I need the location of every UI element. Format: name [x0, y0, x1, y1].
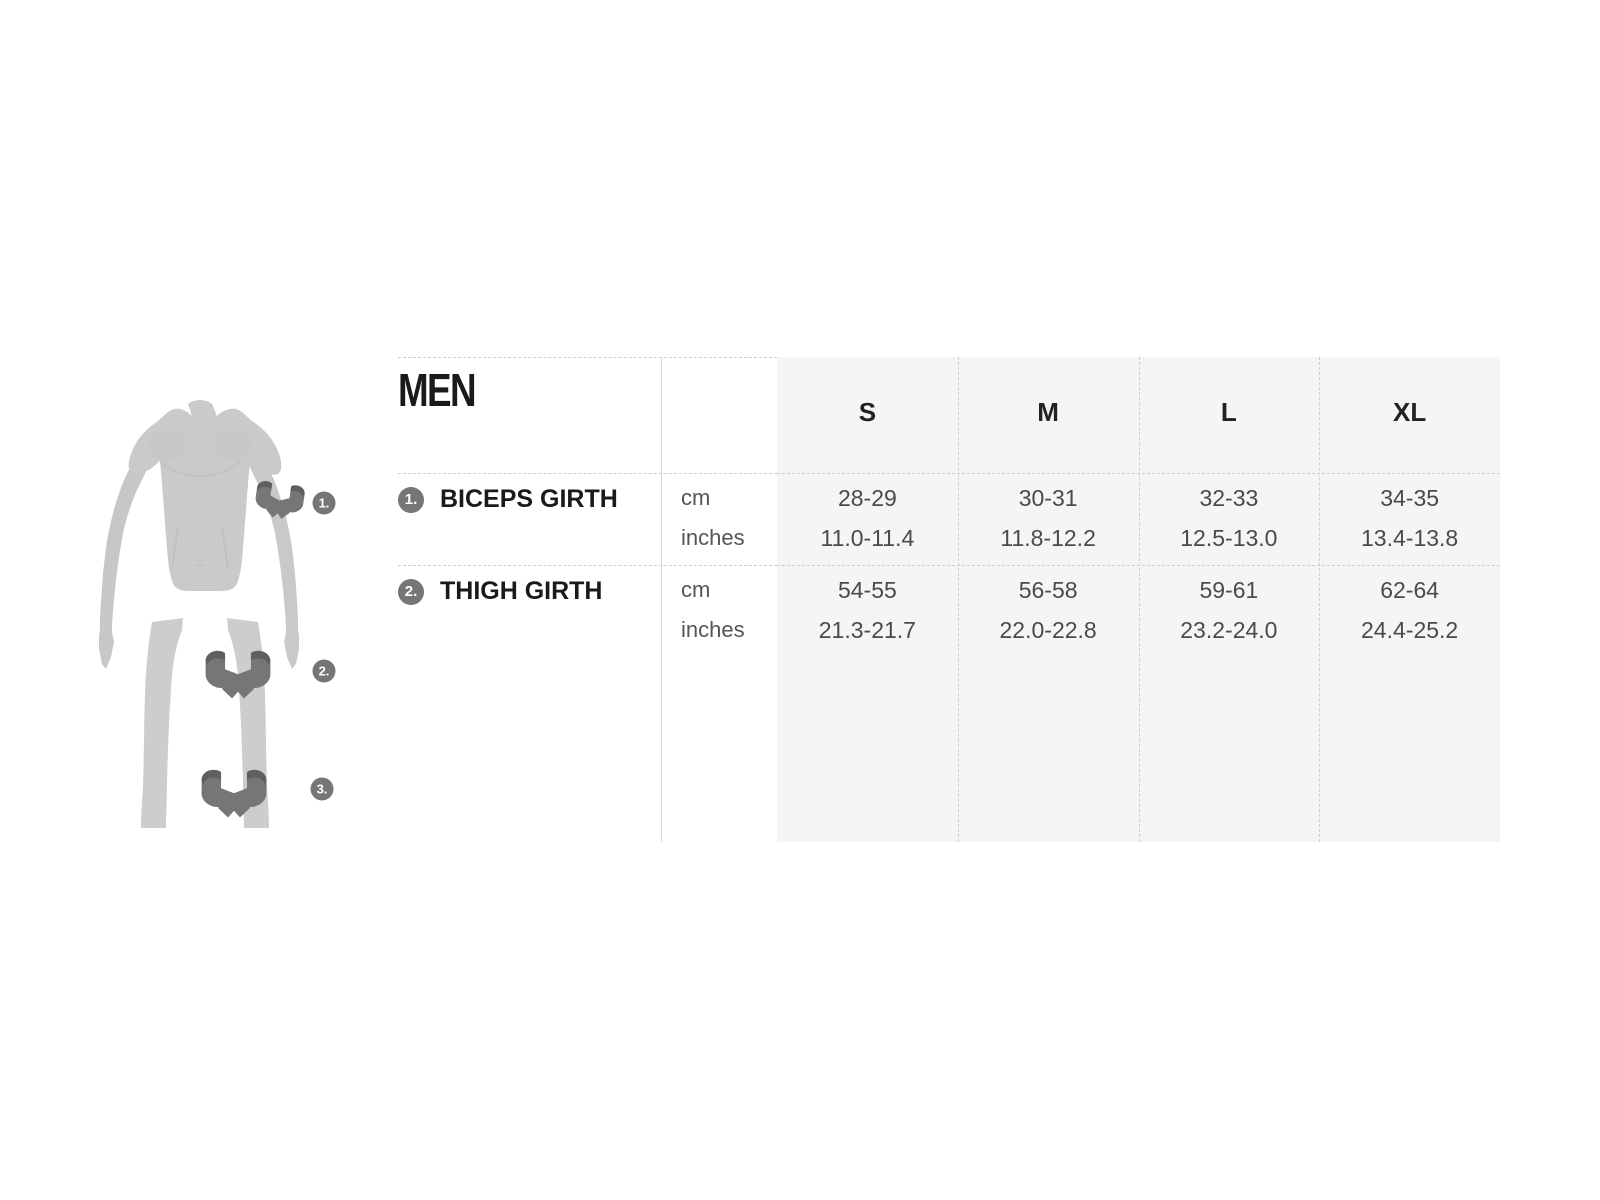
svg-text:2.: 2.: [319, 664, 330, 679]
svg-text:1.: 1.: [319, 496, 330, 511]
svg-text:3.: 3.: [317, 782, 328, 797]
